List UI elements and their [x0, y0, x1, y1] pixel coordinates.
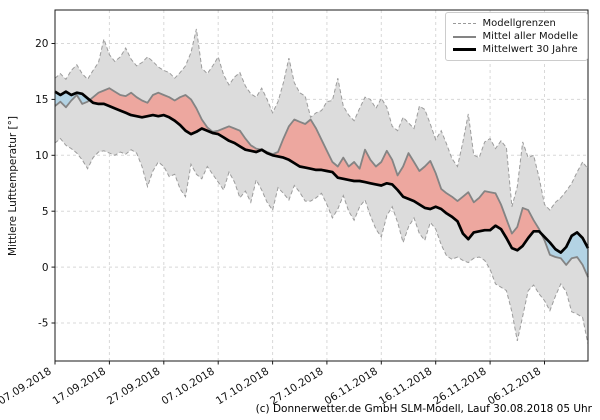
legend-item-modellgrenzen: Modellgrenzen	[452, 17, 578, 30]
x-tick-label: 27.10.2018	[268, 365, 325, 407]
lower-bound-line	[54, 137, 589, 345]
legend-item-mittelwert-30-jahre: Mittelwert 30 Jahre	[452, 43, 578, 56]
upper-bound-line	[54, 28, 589, 211]
x-tick-label: 26.11.2018	[431, 365, 488, 407]
gray-line-icon	[452, 35, 476, 38]
legend-label: Mittelwert 30 Jahre	[482, 44, 578, 55]
copyright-caption: (c) Donnerwetter.de GmbH SLM-Modell, Lau…	[255, 403, 592, 415]
y-tick-label: 15	[35, 94, 48, 106]
x-tick-label: 07.09.2018	[0, 365, 54, 407]
y-tick-label: 5	[42, 206, 49, 218]
climate-mean-line	[54, 90, 590, 254]
y-tick-label: 10	[35, 150, 48, 162]
x-tick-label: 17.10.2018	[214, 365, 271, 407]
black-line-icon	[452, 48, 476, 51]
dashed-line-icon	[452, 23, 476, 24]
x-tick-label: 07.10.2018	[159, 365, 216, 407]
x-tick-label: 06.12.2018	[486, 365, 543, 407]
y-tick-label: 20	[35, 38, 48, 50]
plot-frame	[54, 9, 589, 362]
legend-label: Mittel aller Modelle	[482, 31, 578, 42]
y-tick-label: -5	[38, 318, 48, 330]
y-tick-label: 0	[42, 262, 49, 274]
model-mean-line	[54, 87, 589, 278]
legend-item-mittel-aller-modelle: Mittel aller Modelle	[452, 30, 578, 43]
legend: Modellgrenzen Mittel aller Modelle Mitte…	[444, 12, 588, 61]
x-tick-label: 06.11.2018	[323, 365, 380, 407]
y-axis-label: Mittlere Lufttemperatur [°]	[7, 116, 19, 256]
x-tick-label: 16.11.2018	[377, 365, 434, 407]
legend-label: Modellgrenzen	[482, 18, 556, 29]
x-tick-label: 27.09.2018	[105, 365, 162, 407]
x-tick-label: 17.09.2018	[51, 365, 108, 407]
fill-below-normal	[541, 232, 588, 278]
